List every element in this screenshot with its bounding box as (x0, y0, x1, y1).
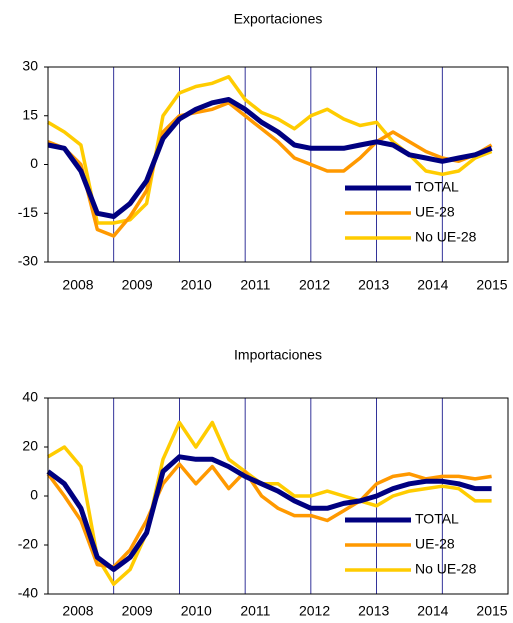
legend-label: TOTAL (415, 511, 459, 527)
x-tick-label: 2009 (122, 277, 153, 293)
y-tick-label: -30 (18, 253, 38, 269)
y-tick-label: 30 (22, 58, 38, 74)
x-tick-label: 2011 (240, 603, 270, 619)
series-line (46, 462, 492, 569)
y-tick-label: 15 (22, 106, 38, 122)
legend-label: UE-28 (415, 536, 455, 552)
plot-frame (47, 66, 509, 263)
series-line (47, 101, 493, 238)
series-line (47, 75, 493, 225)
y-tick-label: 0 (30, 155, 38, 171)
legend-label: TOTAL (415, 179, 459, 195)
x-tick-label: 2010 (181, 603, 212, 619)
x-tick-label: 2008 (62, 277, 93, 293)
chart-title: Importaciones (234, 347, 322, 363)
x-tick-label: 2014 (417, 603, 448, 619)
series-line (47, 97, 493, 219)
y-tick-label: 0 (30, 487, 38, 503)
x-tick-label: 2010 (181, 277, 212, 293)
legend-label: No UE-28 (415, 561, 477, 577)
legend-label: UE-28 (415, 204, 455, 220)
y-tick-label: 40 (22, 389, 38, 405)
x-tick-label: 2008 (62, 603, 93, 619)
x-tick-label: 2015 (476, 277, 507, 293)
series-line (46, 454, 492, 572)
x-tick-label: 2009 (122, 603, 153, 619)
x-tick-label: 2011 (240, 277, 270, 293)
series-line (47, 420, 492, 586)
y-tick-label: -20 (18, 536, 38, 552)
x-tick-label: 2013 (358, 603, 389, 619)
x-tick-label: 2013 (358, 277, 389, 293)
x-tick-label: 2015 (476, 603, 507, 619)
x-tick-label: 2014 (417, 277, 448, 293)
y-tick-label: -40 (18, 585, 38, 601)
y-tick-label: -15 (18, 204, 38, 220)
chart-title: Exportaciones (234, 11, 323, 27)
legend-label: No UE-28 (415, 229, 477, 245)
x-tick-label: 2012 (299, 603, 330, 619)
plot-frame (47, 397, 509, 595)
x-tick-label: 2012 (299, 277, 330, 293)
y-tick-label: 20 (22, 438, 38, 454)
